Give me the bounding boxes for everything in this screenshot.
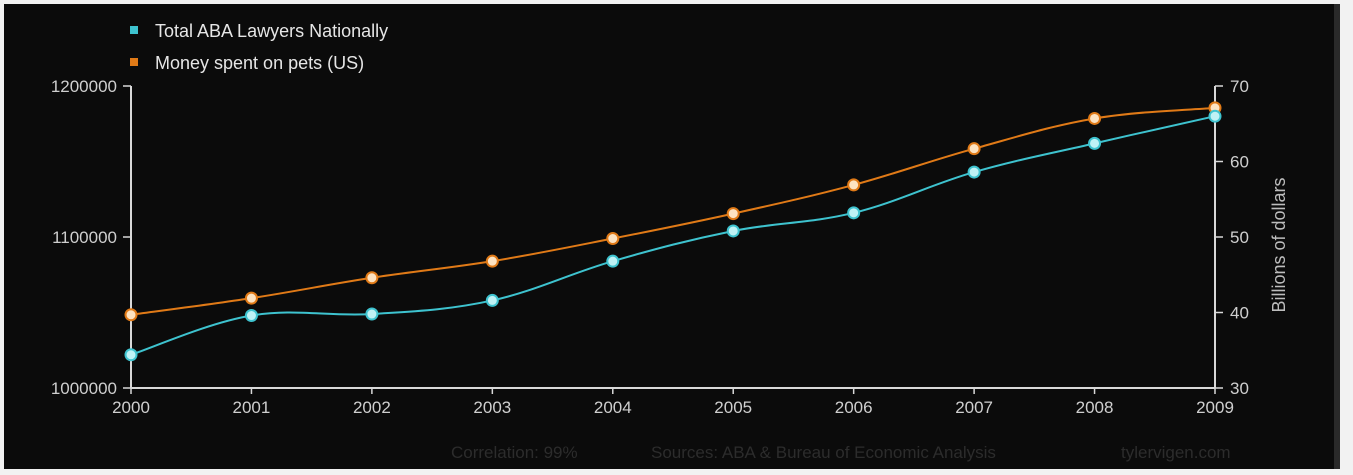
data-point-lawyers <box>124 348 138 362</box>
x-tick-label: 2005 <box>714 398 752 417</box>
chart: Total ABA Lawyers Nationally Money spent… <box>51 21 1289 462</box>
left-y-tick-label: 1200000 <box>51 77 117 96</box>
axes: 2000 2001 2002 2003 2004 2005 2006 2007 2008 2009… <box>51 77 1249 417</box>
right-axis-title: Billions of dollars <box>1269 177 1289 312</box>
data-point-pets <box>365 271 379 285</box>
data-point-lawyers <box>847 206 861 220</box>
data-point-pets <box>1088 111 1102 125</box>
footer: Correlation: 99% Sources: ABA & Bureau o… <box>451 443 1231 462</box>
x-tick-label: 2006 <box>835 398 873 417</box>
data-point-pets <box>847 178 861 192</box>
series-line-pets <box>130 106 1216 316</box>
chart-frame: Total ABA Lawyers Nationally Money spent… <box>4 4 1340 469</box>
right-y-tick-label: 40 <box>1230 304 1249 323</box>
data-point-lawyers <box>1088 136 1102 150</box>
x-tick-label: 2009 <box>1196 398 1234 417</box>
data-point-pets <box>967 142 981 156</box>
data-point-pets <box>124 308 138 322</box>
series-line-lawyers <box>130 115 1216 356</box>
legend: Total ABA Lawyers Nationally Money spent… <box>130 21 388 73</box>
footer-correlation: Correlation: 99% <box>451 443 578 462</box>
x-tick-label: 2008 <box>1076 398 1114 417</box>
data-point-pets <box>726 207 740 221</box>
left-y-tick-label: 1100000 <box>52 228 117 247</box>
series-layer <box>124 101 1222 362</box>
data-point-lawyers <box>967 165 981 179</box>
data-point-lawyers <box>244 309 258 323</box>
right-y-tick-label: 60 <box>1230 153 1249 172</box>
data-point-pets <box>606 232 620 246</box>
legend-label-pets: Money spent on pets (US) <box>155 53 364 73</box>
footer-site: tylervigen.com <box>1121 443 1231 462</box>
x-tick-label: 2003 <box>473 398 511 417</box>
data-point-lawyers <box>365 307 379 321</box>
left-y-tick-label: 1000000 <box>51 379 117 398</box>
data-point-lawyers <box>1208 109 1222 123</box>
legend-swatch-pets <box>130 58 138 66</box>
data-point-pets <box>485 254 499 268</box>
x-tick-label: 2001 <box>233 398 271 417</box>
data-point-pets <box>244 291 258 305</box>
data-point-lawyers <box>485 293 499 307</box>
right-y-tick-label: 30 <box>1230 379 1249 398</box>
x-tick-label: 2000 <box>112 398 150 417</box>
legend-label-lawyers: Total ABA Lawyers Nationally <box>155 21 388 41</box>
x-tick-label: 2002 <box>353 398 391 417</box>
data-point-lawyers <box>726 224 740 238</box>
footer-sources: Sources: ABA & Bureau of Economic Analys… <box>651 443 996 462</box>
right-y-tick-label: 50 <box>1230 228 1249 247</box>
right-y-tick-label: 70 <box>1230 77 1249 96</box>
x-tick-label: 2004 <box>594 398 632 417</box>
legend-swatch-lawyers <box>130 26 138 34</box>
x-tick-label: 2007 <box>955 398 993 417</box>
data-point-lawyers <box>606 254 620 268</box>
